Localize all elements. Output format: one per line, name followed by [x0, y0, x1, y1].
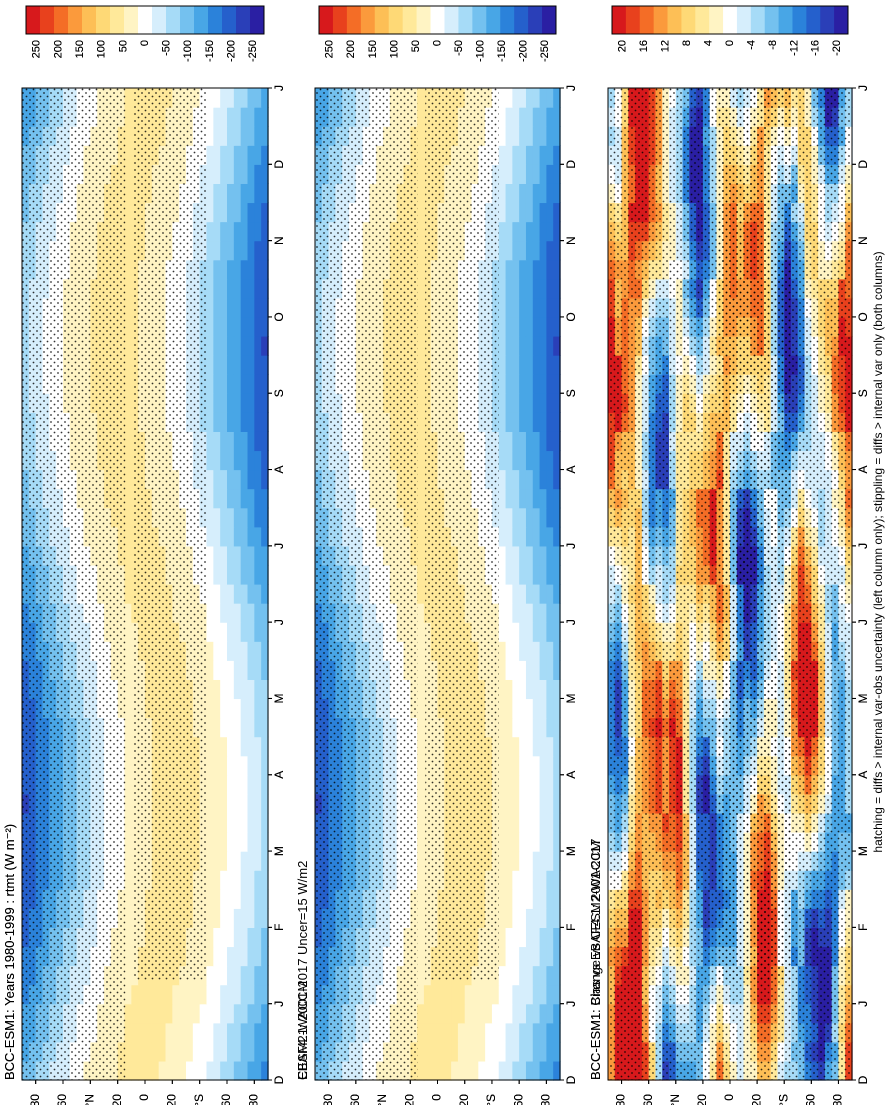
colorbar-tick-label: 150 [74, 40, 86, 58]
y-tick-label: 20 [110, 1094, 124, 1105]
panel-title: BCC-ESM1: Years 1980-1999 : rtmt (W m⁻²) [2, 824, 17, 1080]
x-tick-label: A [272, 466, 286, 474]
colorbar-tick-label: -250 [539, 40, 551, 62]
y-tick-label: 0 [137, 1094, 151, 1101]
colorbar-tick-label: -150 [496, 40, 508, 62]
x-tick-label: M [564, 693, 578, 703]
y-tick-label: 60 [55, 1094, 69, 1105]
y-tick-label: 60 [219, 1094, 233, 1105]
y-tick-label: 20 [457, 1094, 471, 1105]
x-tick-label: O [564, 312, 578, 321]
colorbar-tick-label: 250 [324, 40, 336, 58]
y-tick-label: 20 [165, 1094, 179, 1105]
colorbar-tick-label: 100 [388, 40, 400, 58]
y-tick-label: 0 [430, 1094, 444, 1101]
y-tick-label: °N [83, 1094, 97, 1105]
x-tick-label: M [272, 693, 286, 703]
colorbar-tick-label: 200 [52, 40, 64, 58]
x-tick-label: O [272, 312, 286, 321]
x-tick-label: J [564, 543, 578, 549]
x-tick-label: F [272, 924, 286, 931]
x-tick-label: J [272, 85, 286, 91]
colorbar-tick-label: -50 [453, 40, 465, 56]
x-tick-label: A [272, 771, 286, 779]
y-tick-label: 80 [247, 1094, 261, 1105]
x-tick-label: J [272, 543, 286, 549]
x-tick-label: D [564, 160, 578, 169]
x-tick-label: M [272, 846, 286, 856]
colorbar-tick-label: -50 [161, 40, 173, 56]
y-tick-label: 60 [511, 1094, 525, 1105]
colorbar-tick-label: 100 [96, 40, 108, 58]
colorbar-tick-label: 150 [367, 40, 379, 58]
y-tick-label: °N [375, 1094, 389, 1105]
colorbar-tick-label: -200 [518, 40, 530, 62]
y-tick-label: 80 [321, 1094, 335, 1105]
y-tick-label: °S [192, 1094, 206, 1105]
x-tick-label: D [272, 1075, 286, 1084]
y-tick-label: °S [484, 1094, 498, 1105]
y-tick-label: 80 [28, 1094, 42, 1105]
x-tick-label: S [564, 389, 578, 397]
x-tick-label: J [272, 619, 286, 625]
colorbar-tick-label: 0 [139, 40, 151, 46]
colorbar-tick-label: -200 [225, 40, 237, 62]
colorbar-tick-label: -250 [247, 40, 259, 62]
x-tick-label: D [272, 160, 286, 169]
x-tick-label: S [272, 389, 286, 397]
x-tick-label: F [564, 924, 578, 931]
colorbar-tick-label: -100 [182, 40, 194, 62]
x-tick-label: J [564, 85, 578, 91]
colorbar-tick-label: 50 [410, 40, 422, 52]
panel-title: EBAF4.1: 2001-2017 Uncer=15 W/m2 [295, 861, 310, 1080]
y-tick-label: 80 [539, 1094, 553, 1105]
x-tick-label: D [564, 1075, 578, 1084]
colorbar-tick-label: 0 [431, 40, 443, 46]
x-tick-label: A [564, 771, 578, 779]
colorbar-tick-label: -100 [474, 40, 486, 62]
x-tick-label: M [564, 846, 578, 856]
colorbar-tick-label: -150 [204, 40, 216, 62]
y-tick-label: 60 [348, 1094, 362, 1105]
x-tick-label: J [564, 1001, 578, 1007]
x-tick-label: N [564, 236, 578, 245]
x-tick-label: J [272, 1001, 286, 1007]
colorbar-tick-label: 250 [31, 40, 43, 58]
x-tick-label: N [272, 236, 286, 245]
x-tick-label: J [564, 619, 578, 625]
colorbar-tick-label: 50 [117, 40, 129, 52]
colorbar-tick-label: 200 [345, 40, 357, 58]
y-tick-label: 20 [402, 1094, 416, 1105]
x-tick-label: A [564, 466, 578, 474]
